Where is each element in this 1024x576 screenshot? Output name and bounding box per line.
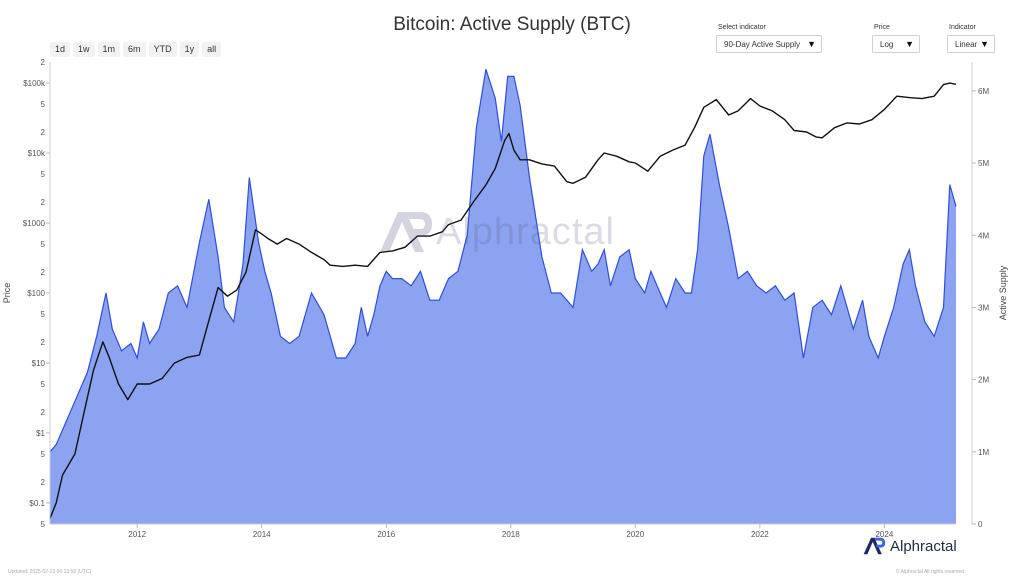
x-tick-label: 2012 xyxy=(128,530,146,539)
x-tick-label: 2014 xyxy=(253,530,271,539)
indicator-select-label: Select indicator xyxy=(718,24,766,31)
price-line xyxy=(49,82,957,519)
y-left-minor-tick-label: 5 xyxy=(41,450,46,459)
range-button-1y[interactable]: 1y xyxy=(179,42,200,57)
indicator-scale-select[interactable]: Linear ▼ xyxy=(947,35,995,53)
y-left-tick-label: $0.1 xyxy=(29,499,45,508)
y-right-tick-label: 6M xyxy=(978,87,989,96)
range-button-1d[interactable]: 1d xyxy=(50,42,71,57)
range-selector: 1d 1w 1m 6m YTD 1y all xyxy=(50,42,222,57)
indicator-select-value: 90-Day Active Supply xyxy=(724,39,801,49)
y-left-tick-label: $1000 xyxy=(23,219,46,228)
indicator-scale-control: Indicator Linear ▼ xyxy=(947,24,995,53)
y-left-minor-tick-label: 5 xyxy=(41,100,46,109)
range-button-ytd[interactable]: YTD xyxy=(148,42,177,57)
y-left-minor-tick-label: 2 xyxy=(41,128,46,137)
updated-timestamp: Updated: 2025-02-23 06:13:58 (UTC) xyxy=(8,569,92,575)
brand-logo[interactable]: Alphractal xyxy=(862,536,957,556)
y-left-minor-tick-label: 2 xyxy=(41,338,46,347)
indicator-scale-value: Linear xyxy=(955,39,978,49)
range-button-1w[interactable]: 1w xyxy=(73,42,95,57)
y-left-minor-tick-label: 2 xyxy=(41,268,46,277)
range-button-all[interactable]: all xyxy=(202,42,222,57)
y-right-tick-label: 3M xyxy=(978,303,989,312)
y-left-minor-tick-label: 5 xyxy=(41,380,46,389)
y-right-tick-label: 5M xyxy=(978,159,989,168)
y-left-minor-tick-label: 2 xyxy=(41,198,46,207)
brand-text: Alphractal xyxy=(890,537,957,555)
y-left-tick-label: $10 xyxy=(32,359,46,368)
y-left-axis-title: Price xyxy=(2,283,12,304)
y-left-tick-label: $1 xyxy=(36,429,45,438)
range-button-6m[interactable]: 6m xyxy=(123,42,146,57)
y-right-tick-label: 4M xyxy=(978,231,989,240)
x-tick-label: 2024 xyxy=(875,530,893,539)
y-left-tick-label: $100k xyxy=(23,79,46,88)
indicator-control: Select indicator 90-Day Active Supply ▼ xyxy=(716,24,822,53)
x-tick-label: 2022 xyxy=(751,530,769,539)
chevron-down-icon: ▼ xyxy=(807,39,816,49)
price-scale-control: Price Log ▼ xyxy=(872,24,920,53)
y-left-tick-label: $100 xyxy=(27,289,45,298)
y-right-tick-label: 0 xyxy=(978,520,983,529)
price-scale-label: Price xyxy=(874,24,890,31)
y-left-minor-tick-label: 2 xyxy=(41,408,46,417)
y-left-minor-tick-label: 2 xyxy=(41,478,46,487)
price-scale-value: Log xyxy=(880,39,894,49)
x-tick-label: 2016 xyxy=(377,530,395,539)
indicator-scale-label: Indicator xyxy=(949,24,976,31)
y-left-minor-tick-label: 5 xyxy=(41,170,46,179)
y-left-minor-tick-label: 5 xyxy=(41,240,46,249)
range-button-1m[interactable]: 1m xyxy=(97,42,121,57)
y-left-minor-tick-label: 5 xyxy=(41,310,46,319)
y-right-tick-label: 2M xyxy=(978,376,989,385)
y-right-axis-title: Active Supply xyxy=(998,265,1008,320)
copyright-notice: © Alphractal All rights reserved xyxy=(895,569,964,575)
active-supply-line xyxy=(49,69,957,453)
chart-title: Bitcoin: Active Supply (BTC) xyxy=(393,14,631,35)
y-left-tick-label: $10k xyxy=(28,149,46,158)
y-right-tick-label: 1M xyxy=(978,448,989,457)
price-scale-select[interactable]: Log ▼ xyxy=(872,35,920,53)
alphractal-logo-icon xyxy=(863,537,886,555)
active-supply-area xyxy=(50,69,956,524)
x-tick-label: 2018 xyxy=(502,530,520,539)
chevron-down-icon: ▼ xyxy=(980,39,989,49)
x-tick-label: 2020 xyxy=(626,530,644,539)
indicator-select[interactable]: 90-Day Active Supply ▼ xyxy=(716,35,822,53)
chevron-down-icon: ▼ xyxy=(905,39,914,49)
y-left-minor-tick-label: 2 xyxy=(41,58,46,67)
y-left-minor-tick-label: 5 xyxy=(41,520,46,529)
